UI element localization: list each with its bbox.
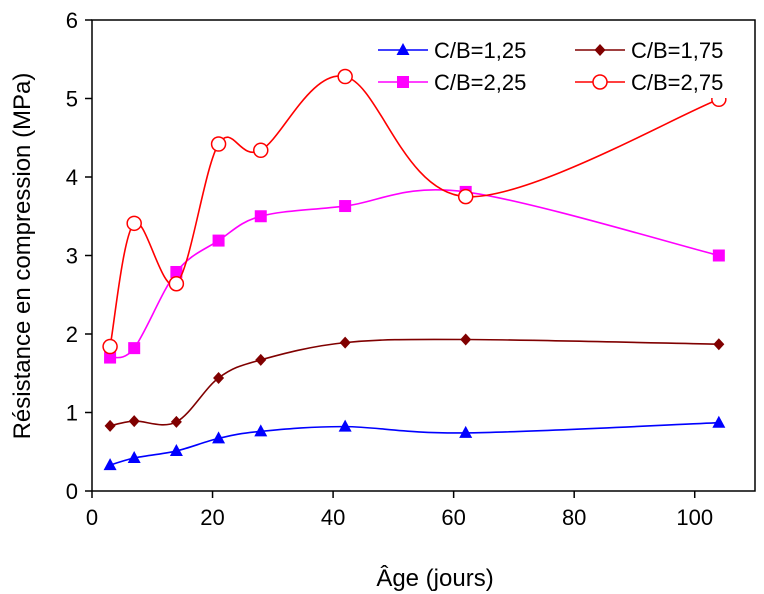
data-point	[255, 353, 267, 366]
legend-label: C/B=2,25	[434, 70, 526, 95]
series-4	[102, 68, 727, 355]
legend-item: C/B=1,25	[378, 38, 526, 63]
data-point	[170, 265, 183, 278]
series-line	[109, 189, 720, 359]
x-tick-label: 80	[562, 505, 586, 530]
y-tick-label: 1	[66, 401, 78, 426]
y-axis-title: Résistance en compression (MPa)	[9, 73, 36, 440]
data-point	[339, 336, 351, 349]
data-point	[170, 415, 182, 428]
legend-item: C/B=2,25	[378, 70, 526, 95]
y-tick-label: 0	[66, 479, 78, 504]
series-layer	[102, 68, 727, 471]
data-point	[169, 443, 183, 456]
legend-label: C/B=1,75	[631, 38, 723, 63]
x-tick-label: 100	[676, 505, 713, 530]
data-point	[457, 188, 474, 205]
data-point	[254, 424, 268, 437]
series-line	[109, 338, 719, 427]
series-3	[104, 185, 725, 364]
data-point	[459, 425, 473, 438]
x-tick-label: 60	[441, 505, 465, 530]
data-point	[128, 342, 141, 355]
legend-background	[372, 34, 740, 98]
y-tick-label: 3	[66, 244, 78, 269]
data-point	[713, 338, 725, 351]
legend-label: C/B=2,75	[631, 70, 723, 95]
y-tick-label: 4	[66, 165, 78, 190]
data-point	[338, 419, 352, 432]
data-point	[254, 210, 267, 223]
data-point	[126, 215, 142, 232]
x-axis-title: Âge (jours)	[376, 565, 493, 592]
y-tick-label: 6	[66, 8, 78, 33]
x-axis: 0 20 40 60 80 100	[86, 491, 713, 530]
x-tick-label: 0	[86, 505, 98, 530]
data-point	[712, 415, 726, 428]
legend-label: C/B=1,25	[434, 38, 526, 63]
data-point	[168, 276, 185, 292]
legend-item: C/B=2,75	[575, 70, 723, 95]
x-tick-label: 40	[321, 505, 345, 530]
data-point	[104, 419, 116, 432]
data-point	[339, 200, 352, 213]
data-point	[337, 68, 353, 85]
data-point	[712, 249, 725, 262]
data-point	[253, 142, 269, 159]
series-line	[109, 75, 720, 347]
series-2	[104, 333, 725, 432]
data-point	[212, 431, 226, 444]
legend-item: C/B=1,75	[575, 38, 723, 63]
data-point	[212, 234, 225, 247]
legend-marker	[594, 44, 606, 56]
x-tick-label: 20	[200, 505, 224, 530]
data-point	[460, 333, 472, 346]
data-point	[213, 371, 225, 384]
y-tick-label: 5	[66, 87, 78, 112]
series-line	[109, 421, 719, 466]
data-point	[104, 351, 117, 364]
y-axis: 0 1 2 3 4 5 6	[66, 8, 92, 504]
legend-marker	[592, 74, 608, 90]
y-tick-label: 2	[66, 322, 78, 347]
legend-marker	[396, 43, 410, 55]
data-point	[128, 415, 140, 428]
legend: C/B=1,25 C/B=1,75 C/B=2,25 C/B=2,75	[372, 34, 740, 98]
data-point	[127, 451, 141, 464]
data-point	[102, 338, 118, 355]
legend-marker	[397, 76, 409, 88]
data-point	[103, 458, 117, 471]
data-point	[210, 136, 227, 152]
series-1	[103, 415, 726, 471]
